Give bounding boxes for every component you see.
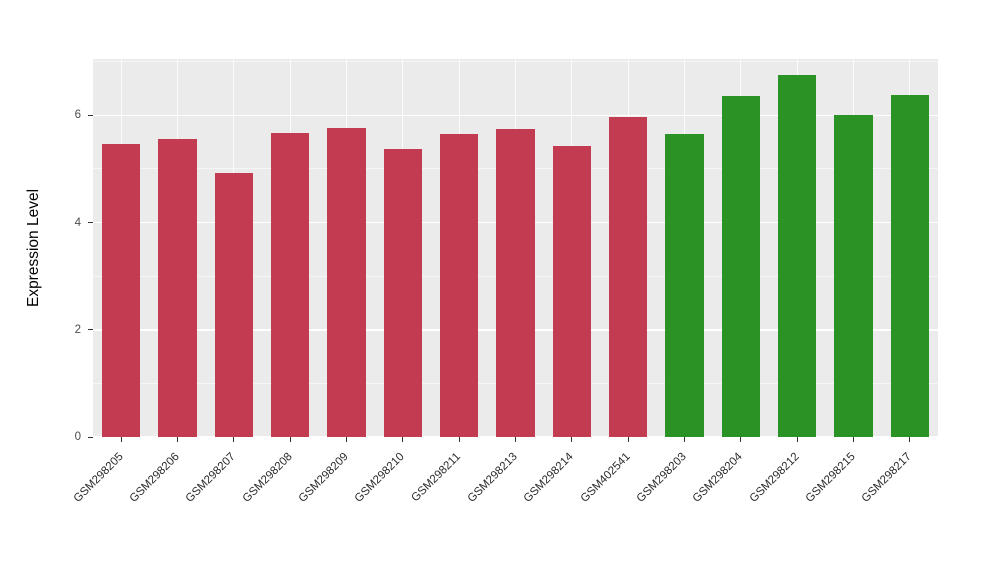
- x-tick-label: GSM298203: [634, 450, 689, 505]
- y-tick-label: 4: [74, 216, 81, 229]
- x-tick-label: GSM298205: [71, 450, 126, 505]
- y-tick-label: 6: [74, 109, 81, 122]
- bar-GSM298203: [665, 133, 704, 437]
- gridline-major: [93, 114, 938, 117]
- y-tick-mark: [88, 114, 93, 116]
- y-tick-mark: [88, 436, 93, 438]
- bar-GSM298211: [440, 133, 479, 437]
- x-tick-label: GSM298206: [127, 450, 182, 505]
- x-tick-mark: [120, 437, 122, 442]
- y-tick-label: 0: [74, 431, 81, 443]
- x-tick-mark: [684, 437, 685, 442]
- x-tick-label: GSM298212: [747, 450, 802, 505]
- x-tick-label: GSM298204: [690, 450, 746, 505]
- x-tick-label: GSM298211: [409, 450, 464, 505]
- x-tick-label: GSM402541: [578, 450, 633, 505]
- bar-GSM298213: [496, 129, 535, 437]
- y-tick-mark: [88, 329, 93, 331]
- x-tick-label: GSM298217: [859, 450, 915, 505]
- bar-GSM298212: [778, 74, 817, 437]
- x-tick-label: GSM298214: [521, 450, 577, 505]
- x-tick-mark: [515, 437, 516, 442]
- x-tick-mark: [233, 437, 235, 442]
- x-tick-label: GSM298213: [465, 450, 520, 505]
- bar-GSM298208: [271, 133, 310, 437]
- bar-GSM298207: [214, 173, 253, 437]
- x-tick-mark: [346, 437, 347, 442]
- bar-GSM298215: [834, 115, 873, 437]
- bar-GSM298205: [102, 143, 141, 437]
- x-tick-mark: [853, 437, 854, 442]
- bar-GSM402541: [609, 117, 648, 437]
- x-tick-mark: [796, 437, 798, 442]
- x-tick-mark: [289, 437, 291, 442]
- bar-GSM298209: [327, 128, 366, 437]
- x-tick-mark: [740, 437, 742, 442]
- x-tick-mark: [402, 437, 404, 442]
- x-tick-label: GSM298209: [296, 450, 351, 505]
- x-axis: GSM298205 GSM298206 GSM298207 GSM298208 GSM2…: [0, 437, 1000, 580]
- y-tick-label: 2: [74, 323, 81, 336]
- plot-panel: [93, 59, 938, 437]
- x-tick-mark: [909, 437, 911, 442]
- bar-GSM298204: [721, 96, 760, 437]
- x-tick-label: GSM298210: [352, 450, 408, 505]
- x-tick-label: GSM298208: [240, 450, 295, 505]
- x-tick-mark: [571, 437, 573, 442]
- bar-GSM298210: [383, 149, 422, 437]
- bar-GSM298217: [890, 94, 929, 437]
- bar-GSM298214: [552, 146, 591, 437]
- x-tick-mark: [627, 437, 629, 442]
- y-tick-mark: [88, 222, 93, 224]
- gridline-minor: [93, 61, 938, 63]
- bar-GSM298206: [158, 139, 197, 437]
- y-axis: 0 2 4 6: [0, 0, 93, 580]
- x-tick-label: GSM298215: [803, 450, 858, 505]
- x-tick-label: GSM298207: [183, 450, 239, 505]
- x-tick-mark: [458, 437, 460, 442]
- x-tick-mark: [177, 437, 178, 442]
